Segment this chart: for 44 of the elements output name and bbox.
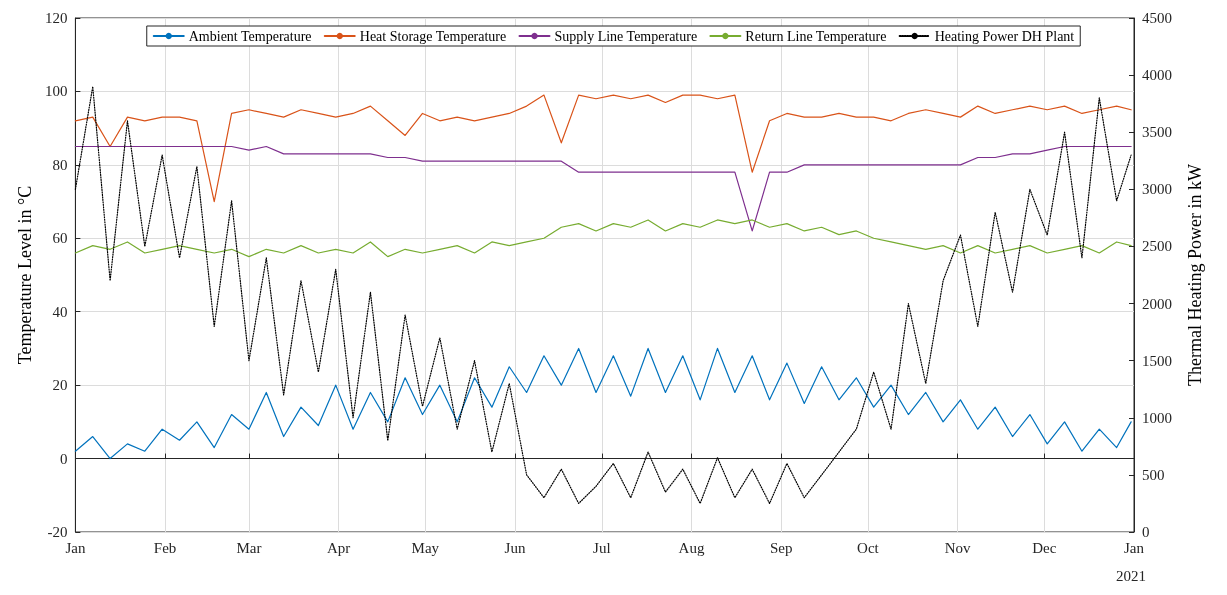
y2-tick-label: 3000: [1142, 181, 1172, 198]
legend-label: Heat Storage Temperature: [359, 28, 507, 44]
x-tick-label: Apr: [326, 539, 351, 556]
y2-tick-label: 2500: [1142, 238, 1172, 255]
y2-tick-label: 3500: [1142, 124, 1172, 141]
y-tick-label: 60: [52, 230, 68, 247]
x-tick-label: Jan: [65, 539, 86, 556]
y-tick-label: -20: [47, 524, 68, 540]
y-tick-label: 0: [59, 450, 68, 467]
x-tick-label: Jul: [593, 539, 611, 556]
x-tick-label: Oct: [857, 539, 880, 556]
x-tick-label: Dec: [1032, 539, 1057, 556]
line-series: [74, 145, 1132, 232]
y2-tick-label: 4500: [1142, 10, 1172, 26]
x-tick-label: May: [411, 539, 440, 556]
x-tick-label: Feb: [153, 539, 177, 556]
y2-tick-label: 2000: [1142, 295, 1172, 312]
y-tick-label: 80: [52, 156, 68, 173]
line-series: [74, 85, 1132, 505]
y2-tick-label: 1500: [1142, 352, 1172, 369]
x-tick-label: Sep: [769, 539, 793, 556]
y-tick-label: 100: [44, 83, 68, 100]
legend-label: Supply Line Temperature: [554, 28, 698, 44]
y-tick-label: 120: [44, 10, 68, 26]
y2-tick-label: 500: [1142, 466, 1165, 483]
y-axis-title: Temperature Level in °C: [15, 185, 35, 365]
legend-label: Heating Power DH Plant: [934, 28, 1075, 44]
y-tick-label: 40: [52, 303, 68, 320]
y2-axis-title: Thermal Heating Power in kW: [1185, 164, 1205, 386]
x-tick-label: Aug: [678, 539, 705, 556]
x-tick-label: Nov: [944, 539, 971, 556]
y2-tick-label: 0: [1142, 524, 1150, 540]
text: 2021: [1116, 567, 1146, 584]
x-tick-label: Mar: [236, 539, 262, 556]
line-series: [74, 219, 1132, 258]
y2-tick-label: 1000: [1142, 409, 1172, 426]
legend-label: Return Line Temperature: [745, 28, 887, 44]
y2-tick-label: 4000: [1142, 67, 1172, 84]
line-series: [74, 94, 1132, 203]
legend-label: Ambient Temperature: [188, 28, 312, 44]
y-tick-label: 20: [52, 377, 68, 394]
x-tick-label: Jan: [1124, 539, 1145, 556]
line-series: [74, 347, 1132, 460]
x-tick-label: Jun: [504, 539, 526, 556]
